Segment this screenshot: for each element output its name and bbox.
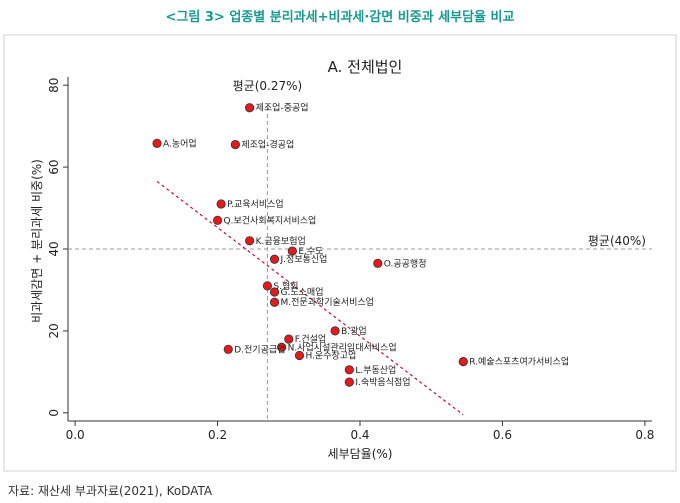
data-point <box>277 342 287 352</box>
mean-horizontal-label: 평균(40%) <box>588 234 646 248</box>
x-tick-label: 0.0 <box>66 428 85 442</box>
y-tick-label: 20 <box>47 323 61 338</box>
source-note: 자료: 재산세 부과자료(2021), KoDATA <box>8 484 213 498</box>
y-tick-label: 40 <box>47 241 61 256</box>
point-label: E.수도 <box>298 246 323 257</box>
plot-area: 0.0 0.2 0.4 0.6 0.8 0 20 40 60 80 평균(0.27%) 평균(40%)… <box>47 77 654 442</box>
x-tick-label: 0.6 <box>493 428 512 442</box>
point-label: P.교육서비스업 <box>227 199 284 210</box>
mean-vertical-label: 평균(0.27%) <box>233 79 303 93</box>
data-point <box>230 139 240 150</box>
x-tick-label: 0.4 <box>350 428 369 442</box>
chart-container: A. 전체법인 0.0 0.2 0.4 0.6 0.8 0 20 40 60 80 평균(0.27%… <box>0 33 680 473</box>
x-tick-label: 0.2 <box>208 428 227 442</box>
y-tick-label: 60 <box>47 159 61 174</box>
point-label: L.부동산업 <box>355 365 396 376</box>
figure-caption: <그림 3> 업종별 분리과세+비과세·감면 비중과 세부담율 비교 <box>165 10 515 25</box>
point-label: A.농어업 <box>163 138 197 149</box>
data-point <box>269 254 280 264</box>
point-label: G.도소매업 <box>281 287 324 298</box>
data-point <box>373 258 383 268</box>
point-label: S.협회 <box>273 280 298 292</box>
point-label: O.공공행정 <box>384 257 427 269</box>
point-label: 제조업-경공업 <box>241 139 294 151</box>
data-point <box>344 377 354 387</box>
point-label: M.전문과학기술서비스업 <box>281 297 374 308</box>
data-point <box>294 350 305 361</box>
point-label: 제조업-중공업 <box>256 103 309 114</box>
point-label: I.숙박음식점업 <box>355 376 410 388</box>
chart-title: A. 전체법인 <box>328 58 403 76</box>
data-point <box>269 297 280 307</box>
data-point <box>262 281 273 291</box>
data-point <box>216 199 226 209</box>
data-point <box>269 287 280 297</box>
point-label: K.금융보험업 <box>256 236 306 247</box>
data-point <box>284 334 294 344</box>
data-point <box>245 103 255 113</box>
point-label: B.광업 <box>341 325 367 337</box>
data-point <box>330 326 340 336</box>
data-point <box>245 236 255 246</box>
point-label: J.정보통신업 <box>280 254 328 265</box>
x-axis-label: 세부담율(%) <box>328 447 393 461</box>
scatter-chart: A. 전체법인 0.0 0.2 0.4 0.6 0.8 0 20 40 60 80 평균(0.27%… <box>3 34 677 472</box>
data-point <box>344 365 354 375</box>
x-tick-label: 0.8 <box>635 428 654 442</box>
point-label: R.예술스포츠여가서비스업 <box>469 356 569 368</box>
point-label: N.사업시설관리임대서비스업 <box>288 341 397 353</box>
point-label: D.전기공급업 <box>234 344 285 355</box>
point-label: H.운수창고업 <box>305 350 356 361</box>
data-point <box>458 357 468 367</box>
point-label: F.건설업 <box>295 334 326 345</box>
data-point <box>287 246 297 256</box>
y-axis-label: 비과세감면 + 분리과세 비중(%) <box>30 159 44 323</box>
chart-background <box>3 34 677 472</box>
data-point <box>212 215 223 225</box>
y-tick-label: 0 <box>47 409 61 417</box>
y-tick-label: 80 <box>47 78 61 93</box>
point-label: Q.보건사회복지서비스업 <box>224 215 317 226</box>
trend-line <box>156 180 464 416</box>
data-point <box>152 138 162 148</box>
data-point <box>223 344 233 354</box>
